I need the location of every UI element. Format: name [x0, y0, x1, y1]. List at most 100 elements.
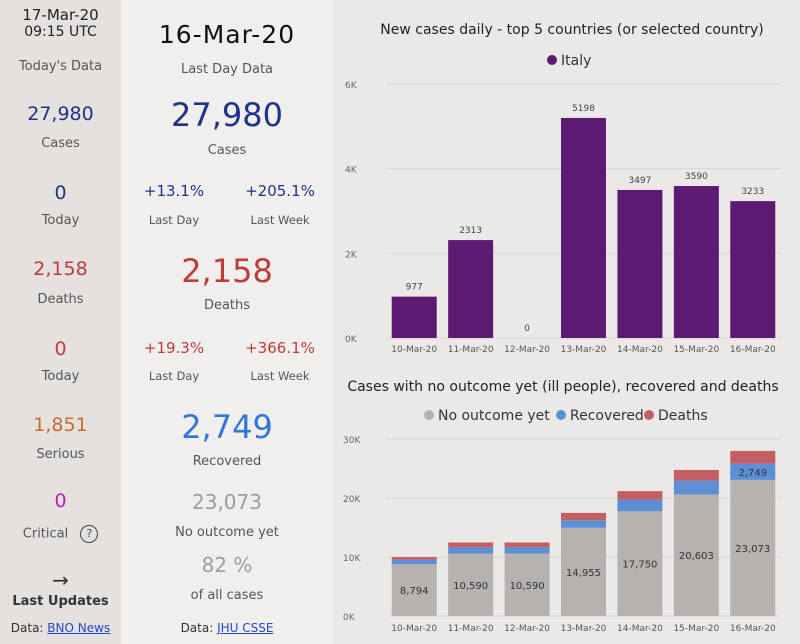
today-new-cases-label: Today — [41, 213, 80, 228]
chart1-data-label: 3590 — [685, 172, 708, 182]
chart2-legend-item: Recovered — [570, 408, 644, 424]
chart2-legend-item: No outcome yet — [438, 408, 550, 424]
deaths-last-week-value: +366.1% — [245, 339, 315, 357]
no-outcome-label: No outcome yet — [175, 525, 279, 540]
today-time: 09:15 UTC — [24, 24, 97, 40]
today-cases-label: Cases — [41, 136, 80, 151]
critical-row: Critical? — [0, 525, 121, 543]
percent-label: of all cases — [190, 588, 264, 603]
today-new-cases-value: 0 — [54, 182, 67, 204]
chart2-xtick-label: 13-Mar-20 — [561, 624, 607, 634]
chart2-bar-segment — [673, 469, 719, 481]
chart2-bar-segment — [504, 547, 550, 554]
chart2-bar-segment — [391, 564, 437, 616]
last-day-heading: Last Day Data — [180, 62, 274, 77]
chart1-legend-marker — [547, 55, 557, 65]
deaths-value: 2,158 — [181, 252, 273, 290]
chart1-ytick-label: 6K — [345, 81, 358, 91]
today-source-prefix: Data: — [10, 621, 48, 635]
chart2-ytick-label: 20K — [343, 495, 361, 505]
charts-panel: New cases daily - top 5 countries (or se… — [333, 0, 800, 644]
chart2-bar-segment — [617, 491, 663, 500]
today-new-deaths-value: 0 — [54, 338, 67, 360]
chart1-ytick-label: 4K — [345, 166, 358, 176]
percent-value: 82 % — [201, 553, 253, 577]
serious-label: Serious — [36, 447, 85, 462]
chart1-bar — [617, 189, 663, 338]
jhu-csse-link[interactable]: JHU CSSE — [217, 621, 274, 635]
chart2-xtick-label: 12-Mar-20 — [504, 624, 550, 634]
critical-label: Critical — [22, 526, 69, 542]
chart1-data-label: 977 — [406, 283, 423, 293]
chart2-legend-marker — [644, 410, 654, 420]
chart2-bar-segment — [448, 547, 494, 554]
last-day-date: 16-Mar-20 — [158, 20, 296, 49]
chart1-xtick-label: 11-Mar-20 — [448, 345, 494, 355]
chart2-ytick-label: 30K — [343, 436, 361, 446]
last-updates-button[interactable]: Last Updates — [12, 594, 109, 609]
help-icon[interactable]: ? — [80, 525, 99, 543]
deaths-last-day-value: +19.3% — [143, 339, 205, 357]
chart1-xtick-label: 14-Mar-20 — [617, 345, 663, 355]
chart2-legend-marker — [556, 410, 566, 420]
chart1-data-label: 3233 — [741, 187, 764, 197]
chart1-data-label: 0 — [524, 324, 530, 334]
deaths-last-day-label: Last Day — [148, 369, 200, 383]
chart1-data-label: 3497 — [628, 176, 651, 186]
chart2-bar-segment — [504, 553, 550, 616]
chart2-bar-segment — [730, 479, 776, 616]
chart2-bar-segment — [561, 520, 606, 528]
new-cases-chart[interactable]: New cases daily - top 5 countries (or se… — [333, 0, 800, 365]
chart2-data-label: 14,955 — [566, 568, 601, 579]
cases-last-day-value: +13.1% — [143, 182, 205, 200]
today-deaths-label: Deaths — [37, 292, 84, 307]
last-day-source: Data: JHU CSSE — [121, 621, 333, 635]
deaths-last-week-label: Last Week — [250, 369, 310, 383]
arrow-right-icon[interactable]: → — [52, 568, 69, 592]
no-outcome-value: 23,073 — [192, 490, 262, 514]
chart2-bar-segment — [391, 557, 437, 560]
chart2-bar-segment — [391, 559, 437, 565]
chart2-data-label: 23,073 — [735, 544, 770, 555]
chart1-ytick-label: 2K — [345, 250, 358, 260]
chart2-xtick-label: 16-Mar-20 — [730, 624, 776, 634]
chart2-bar-segment — [561, 512, 606, 521]
chart2-bar-segment — [448, 553, 494, 616]
chart2-bar-segment — [673, 480, 719, 495]
cases-last-week-label: Last Week — [250, 213, 310, 227]
chart2-data-label: 8,794 — [400, 586, 429, 597]
chart2-bar-segment — [617, 499, 663, 512]
chart2-data-label: 10,590 — [453, 581, 488, 592]
chart2-xtick-label: 14-Mar-20 — [617, 624, 663, 634]
chart2-legend-marker — [424, 410, 434, 420]
chart1-ytick-label: 0K — [345, 335, 358, 345]
cases-last-day-label: Last Day — [148, 213, 200, 227]
chart2-data-label: 20,603 — [679, 551, 714, 562]
chart1-xtick-label: 10-Mar-20 — [391, 345, 437, 355]
today-date: 17-Mar-20 — [22, 6, 99, 24]
today-heading: Today's Data — [18, 59, 103, 74]
chart2-bar-segment — [730, 450, 776, 464]
chart1-xtick-label: 16-Mar-20 — [730, 345, 776, 355]
chart1-title: New cases daily - top 5 countries (or se… — [380, 22, 763, 38]
chart1-bar — [391, 296, 437, 338]
recovered-value: 2,749 — [181, 408, 273, 446]
outcome-chart[interactable]: Cases with no outcome yet (ill people), … — [333, 365, 800, 644]
chart2-title: Cases with no outcome yet (ill people), … — [347, 379, 778, 395]
cases-value: 27,980 — [171, 96, 283, 134]
cases-label: Cases — [207, 143, 247, 158]
chart2-data-label: 10,590 — [510, 581, 545, 592]
today-source: Data: BNO News — [0, 621, 121, 635]
today-new-deaths-label: Today — [41, 369, 80, 384]
chart2-bar-segment — [673, 494, 719, 616]
chart2-xtick-label: 10-Mar-20 — [391, 624, 437, 634]
bno-news-link[interactable]: BNO News — [47, 621, 111, 635]
chart1-xtick-label: 15-Mar-20 — [673, 345, 719, 355]
critical-value: 0 — [54, 490, 67, 512]
chart2-bar-segment — [561, 527, 606, 616]
today-deaths-value: 2,158 — [33, 258, 88, 280]
recovered-label: Recovered — [192, 454, 262, 469]
chart2-ytick-label: 0K — [343, 613, 356, 623]
chart2-bar-segment — [730, 463, 776, 480]
last-day-source-prefix: Data: — [180, 621, 218, 635]
